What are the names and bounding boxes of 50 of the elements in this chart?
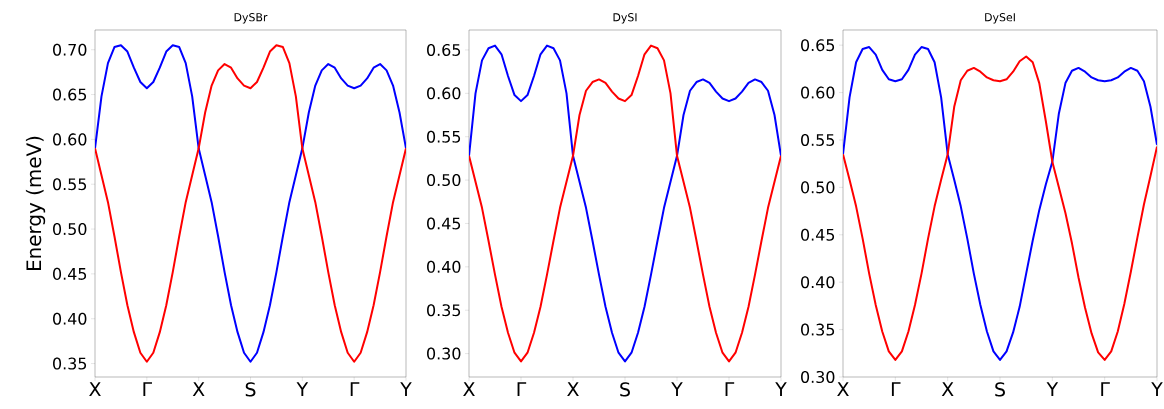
y-tick-label: 0.60 (427, 87, 461, 100)
y-tick-label: 0.40 (53, 312, 87, 325)
y-tick-label: 0.60 (801, 86, 835, 99)
x-tick-label: Γ (1101, 382, 1110, 396)
x-tick-label: X (89, 382, 101, 396)
x-tick-label: X (192, 382, 205, 396)
y-tick-label: 0.45 (427, 217, 461, 230)
y-tick-label: 0.35 (53, 357, 87, 370)
y-tick-label: 0.45 (53, 267, 87, 280)
y-tick-label: 0.50 (801, 181, 835, 194)
y-tick-label: 0.65 (53, 88, 87, 101)
x-tick-label: Y (671, 382, 683, 396)
y-tick-label: 0.45 (801, 228, 835, 241)
x-tick-label: X (567, 382, 579, 396)
y-tick-label: 0.65 (427, 43, 461, 56)
y-tick-label: 0.50 (53, 223, 87, 236)
y-tick-label: 0.65 (801, 39, 835, 52)
x-tick-label: Y (1151, 382, 1163, 396)
x-tick-label: S (620, 382, 630, 397)
x-tick-label: Y (1046, 382, 1059, 396)
y-tick-label: 0.40 (801, 276, 835, 289)
chart-title: DySeI (985, 13, 1015, 24)
x-tick-label: S (245, 382, 256, 397)
x-tick-label: X (837, 382, 849, 396)
y-tick-label: 0.55 (801, 133, 835, 146)
x-tick-label: Y (296, 382, 309, 396)
x-tick-label: Γ (143, 382, 152, 396)
y-tick-label: 0.40 (427, 260, 461, 273)
x-tick-label: Y (400, 382, 412, 396)
y-tick-label: 0.30 (801, 370, 835, 384)
chart-title: DySI (613, 13, 637, 24)
y-tick-label: 0.55 (427, 130, 461, 143)
x-tick-label: Γ (517, 382, 527, 396)
y-tick-label: 0.30 (427, 347, 461, 360)
x-tick-label: X (463, 382, 475, 396)
y-tick-label: 0.70 (53, 43, 87, 56)
y-tick-label: 0.55 (53, 178, 87, 191)
y-tick-label: 0.60 (53, 133, 87, 146)
x-tick-label: Γ (725, 382, 735, 396)
y-tick-label: 0.50 (427, 174, 461, 187)
x-tick-label: S (995, 382, 1005, 397)
y-axis-title: Energy (meV) (25, 136, 46, 271)
line-series (95, 44, 406, 363)
x-tick-label: Γ (350, 382, 360, 396)
chart-title: DySBr (234, 13, 268, 24)
y-tick-label: 0.35 (801, 323, 835, 336)
x-tick-label: Y (775, 382, 787, 396)
y-tick-label: 0.35 (427, 304, 461, 317)
x-tick-label: X (941, 382, 954, 396)
x-tick-label: Γ (891, 382, 901, 396)
